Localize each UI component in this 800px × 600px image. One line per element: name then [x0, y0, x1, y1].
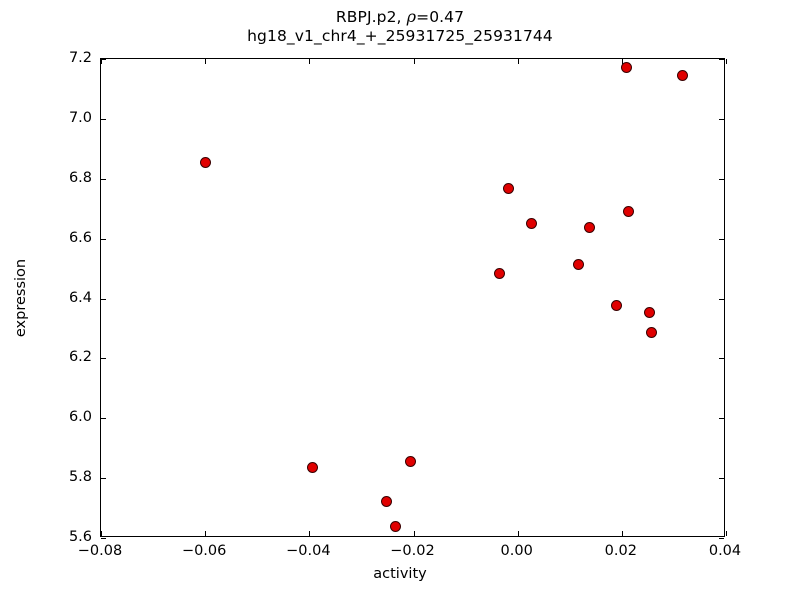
y-axis-tick-right — [719, 538, 724, 539]
y-axis-tick-label: 6.4 — [68, 289, 92, 306]
x-axis-tick-label: −0.08 — [77, 543, 123, 559]
y-axis-tick-right — [719, 238, 724, 240]
y-axis-tick-right — [719, 178, 724, 180]
plot-area — [100, 58, 727, 539]
data-point — [622, 205, 634, 217]
x-axis-tick-label: 0.04 — [708, 543, 742, 559]
x-axis-tick-label: −0.04 — [286, 543, 331, 559]
data-point — [643, 307, 655, 319]
y-axis-tick-label: 7.2 — [68, 50, 92, 66]
x-axis-tick-label: 0.02 — [604, 543, 637, 559]
y-axis-tick-right — [719, 478, 724, 480]
y-axis-tick-right — [719, 298, 724, 300]
y-axis-tick — [101, 118, 106, 120]
y-axis-tick-label: 6.8 — [68, 169, 92, 186]
data-point — [620, 62, 632, 74]
data-point — [584, 222, 596, 234]
y-axis-label: expression — [13, 258, 29, 338]
y-axis-tick-right — [719, 418, 724, 420]
y-axis-tick — [101, 178, 106, 180]
y-axis-tick-label: 6.2 — [68, 349, 92, 366]
x-axis-tick — [205, 531, 207, 536]
data-point — [573, 258, 585, 270]
y-axis-tick-label: 6.0 — [68, 409, 92, 426]
data-point — [493, 267, 505, 279]
data-point — [381, 495, 393, 507]
data-point — [503, 182, 515, 194]
x-axis-tick-top — [726, 59, 727, 64]
y-axis-tick-right — [719, 118, 724, 120]
x-axis-tick-label: 0.00 — [500, 543, 533, 559]
x-axis-tick-top — [621, 59, 623, 64]
y-axis-tick-label: 6.6 — [68, 229, 92, 246]
data-point — [646, 326, 658, 338]
y-axis-tick — [101, 538, 106, 539]
x-axis-tick — [101, 531, 102, 536]
y-axis-tick-label: 5.6 — [68, 529, 92, 545]
x-axis-tick-top — [101, 59, 102, 64]
x-axis-tick-top — [205, 59, 207, 64]
chart-title-line-1: RBPJ.p2, ρ=0.47 — [0, 7, 800, 27]
x-axis-tick-top — [517, 59, 519, 64]
data-point — [677, 69, 689, 81]
x-axis-tick — [517, 531, 519, 536]
y-axis-tick-label: 7.0 — [68, 109, 92, 126]
x-axis-tick-top — [413, 59, 415, 64]
x-axis-tick — [309, 531, 311, 536]
y-axis-tick — [101, 478, 106, 480]
chart-title-gene: RBPJ.p2, — [335, 8, 407, 26]
y-axis-tick — [101, 418, 106, 420]
y-axis-tick — [101, 298, 106, 300]
data-point — [390, 520, 402, 532]
x-axis-tick — [726, 531, 727, 536]
rho-value: =0.47 — [416, 8, 465, 26]
x-axis-tick-label: −0.06 — [181, 543, 227, 559]
x-axis-tick — [621, 531, 623, 536]
x-axis-tick-top — [309, 59, 311, 64]
y-axis-tick — [101, 59, 106, 60]
data-point — [306, 461, 318, 473]
chart-title: RBPJ.p2, ρ=0.47 hg18_v1_chr4_+_25931725_… — [0, 7, 800, 45]
x-axis-tick-label: −0.02 — [390, 543, 435, 559]
y-axis-tick-label: 5.8 — [68, 469, 92, 486]
data-point — [199, 157, 211, 169]
data-point — [404, 456, 416, 468]
y-axis-tick — [101, 358, 106, 360]
chart-title-line-2: hg18_v1_chr4_+_25931725_25931744 — [247, 26, 553, 45]
x-axis-label: activity — [373, 566, 427, 582]
x-axis-tick — [413, 531, 415, 536]
rho-symbol: ρ — [406, 7, 417, 26]
y-axis-tick — [101, 238, 106, 240]
data-point — [525, 218, 537, 230]
y-axis-tick-right — [719, 358, 724, 360]
data-point — [610, 300, 622, 312]
y-axis-tick-right — [719, 59, 724, 60]
